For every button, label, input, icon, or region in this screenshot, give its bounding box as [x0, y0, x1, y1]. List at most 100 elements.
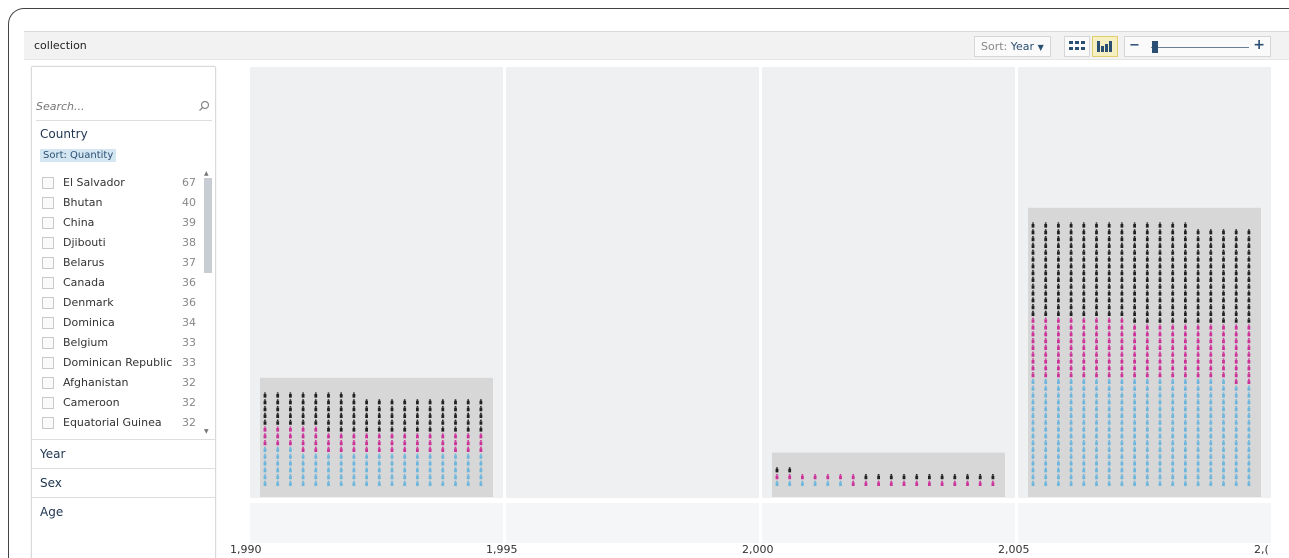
facet-scrollbar[interactable]: ▲ ▼: [203, 170, 212, 435]
divider: [32, 468, 215, 469]
facet-checkbox[interactable]: [42, 357, 54, 369]
facet-item-count: 36: [182, 276, 196, 289]
zoom-out-button[interactable]: −: [1129, 38, 1140, 53]
facet-item-name: Cameroon: [63, 396, 120, 409]
facet-checkbox[interactable]: [42, 257, 54, 269]
divider: [32, 497, 215, 498]
facet-item-count: 39: [182, 216, 196, 229]
facet-checkbox[interactable]: [42, 417, 54, 429]
facet-item-name: Djibouti: [63, 236, 106, 249]
facet-item[interactable]: Denmark 36: [42, 294, 202, 314]
histogram-column[interactable]: [506, 67, 759, 498]
facet-item[interactable]: Belarus 37: [42, 254, 202, 274]
x-axis-tick-label: 2,000: [742, 543, 774, 556]
axis-strip: [506, 503, 759, 543]
facet-item-name: Dominica: [63, 316, 115, 329]
facet-item-name: Denmark: [63, 296, 114, 309]
facet-item[interactable]: Djibouti 38: [42, 234, 202, 254]
facet-item-count: 37: [182, 256, 196, 269]
facet-item-name: China: [63, 216, 95, 229]
histogram-view-button[interactable]: [1092, 36, 1118, 57]
scrollbar-thumb[interactable]: [204, 178, 212, 273]
facet-item[interactable]: Dominican Republic 33: [42, 354, 202, 374]
facet-sex[interactable]: Sex: [40, 476, 62, 490]
grid-icon: [1069, 41, 1085, 50]
facet-item-name: Dominican Republic: [63, 356, 173, 369]
zoom-in-button[interactable]: +: [1253, 37, 1265, 53]
facet-item-name: Belgium: [63, 336, 109, 349]
facet-item[interactable]: Belgium 33: [42, 334, 202, 354]
facet-checkbox[interactable]: [42, 377, 54, 389]
facet-item[interactable]: China 39: [42, 214, 202, 234]
axis-strip: [1018, 503, 1271, 543]
facet-checkbox[interactable]: [42, 237, 54, 249]
facet-item-count: 36: [182, 296, 196, 309]
sort-label: Sort:: [981, 40, 1008, 53]
grid-view-button[interactable]: [1064, 36, 1090, 57]
x-axis-tick-label: 1,995: [486, 543, 518, 556]
window-title: collection: [34, 39, 87, 52]
facet-item[interactable]: Equatorial Guinea 32: [42, 414, 202, 434]
histogram-column[interactable]: [762, 67, 1015, 498]
scroll-up-icon[interactable]: ▲: [204, 170, 209, 177]
facet-item-name: Afghanistan: [63, 376, 129, 389]
facet-country[interactable]: Country: [40, 127, 88, 141]
sort-dropdown[interactable]: Sort: Year ▼: [974, 36, 1051, 57]
search-icon[interactable]: [198, 97, 210, 116]
facet-sort-button[interactable]: Sort: Quantity: [40, 149, 117, 162]
facet-item-name: Belarus: [63, 256, 105, 269]
facet-item-name: Equatorial Guinea: [63, 416, 162, 429]
facet-item-count: 34: [182, 316, 196, 329]
facet-checkbox[interactable]: [42, 177, 54, 189]
x-axis-tick-label: 1,990: [230, 543, 262, 556]
zoom-slider-thumb[interactable]: [1151, 41, 1158, 53]
scroll-down-icon[interactable]: ▼: [204, 428, 209, 435]
person-glyph-group: [775, 480, 842, 486]
facet-item[interactable]: Cameroon 32: [42, 394, 202, 414]
facet-item-count: 33: [182, 356, 196, 369]
facet-item[interactable]: Bhutan 40: [42, 194, 202, 214]
facet-checkbox[interactable]: [42, 297, 54, 309]
facet-checkbox[interactable]: [42, 217, 54, 229]
facet-sidebar: Country Sort: Quantity El Salvador 67 Bhut…: [31, 66, 216, 558]
facet-item-name: Canada: [63, 276, 105, 289]
facet-item-count: 38: [182, 236, 196, 249]
facet-item-count: 40: [182, 196, 196, 209]
stack-background: [772, 452, 1005, 497]
sort-value: Year: [1010, 40, 1035, 53]
facet-item-count: 33: [182, 336, 196, 349]
zoom-control: − +: [1124, 36, 1271, 57]
facet-checkbox[interactable]: [42, 397, 54, 409]
facet-item[interactable]: Afghanistan 32: [42, 374, 202, 394]
stack-background: [260, 377, 493, 497]
facet-item-count: 67: [182, 176, 196, 189]
x-axis-tick-label: 2,005: [998, 543, 1030, 556]
facet-item[interactable]: El Salvador 67: [42, 174, 202, 194]
facet-checkbox[interactable]: [42, 197, 54, 209]
facet-item[interactable]: Dominica 34: [42, 314, 202, 334]
histogram-icon: [1097, 41, 1112, 52]
facet-item-name: Bhutan: [63, 196, 103, 209]
chevron-down-icon: ▼: [1037, 43, 1044, 52]
facet-year[interactable]: Year: [40, 447, 66, 461]
person-glyph-stack: [775, 467, 995, 486]
search-input[interactable]: [36, 97, 186, 113]
facet-item-name: El Salvador: [63, 176, 125, 189]
facet-item-count: 32: [182, 376, 196, 389]
stack-background: [1028, 207, 1261, 498]
facet-item-count: 32: [182, 396, 196, 409]
zoom-slider-track[interactable]: [1151, 47, 1249, 48]
search-box: [36, 95, 212, 121]
x-axis-tick-label: 2,(: [1254, 543, 1269, 556]
facet-checkbox[interactable]: [42, 317, 54, 329]
facet-checkbox[interactable]: [42, 337, 54, 349]
facet-checkbox[interactable]: [42, 277, 54, 289]
facet-item-count: 32: [182, 416, 196, 429]
country-facet-list: El Salvador 67 Bhutan 40 China 39 Djibouti 38 Be…: [42, 174, 202, 434]
facet-age[interactable]: Age: [40, 505, 64, 519]
title-bar: collection Sort: Year ▼ − +: [24, 31, 1289, 60]
axis-strip: [762, 503, 1015, 543]
facet-item[interactable]: Canada 36: [42, 274, 202, 294]
divider: [32, 439, 215, 440]
